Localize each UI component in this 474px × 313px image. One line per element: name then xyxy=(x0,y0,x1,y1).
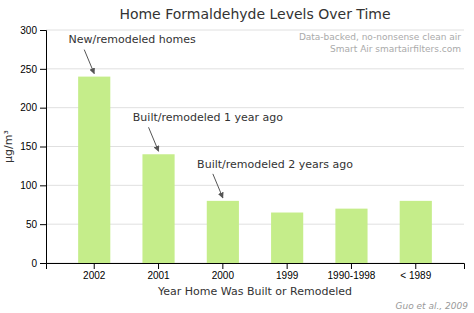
chart: 0 50 100 150 200 250 300 2002 2001 2000 1999 1990-1… xyxy=(0,0,474,313)
x-tick-label: 2002 xyxy=(83,270,106,281)
x-tick-mark xyxy=(287,263,288,269)
annotation: New/remodeled homes xyxy=(69,33,196,46)
y-tick: 150 xyxy=(20,141,46,152)
bar xyxy=(207,201,239,263)
plot: 0 50 100 150 200 250 300 2002 2001 2000 1999 1990-1… xyxy=(20,25,464,281)
x-tick-mark xyxy=(158,263,159,269)
y-tick-mark xyxy=(40,69,46,70)
x-tick-label: < 1989 xyxy=(400,270,431,281)
annotation-arrow xyxy=(213,174,223,198)
x-tick-mark xyxy=(415,263,416,269)
bar xyxy=(271,213,303,263)
x-tick: 2001 xyxy=(147,263,170,281)
y-axis: 0 50 100 150 200 250 300 xyxy=(20,25,46,269)
annotation-arrow xyxy=(84,50,94,74)
watermark-line: Data-backed, no-nonsense clean air xyxy=(299,32,461,42)
y-tick-label: 300 xyxy=(20,25,37,36)
x-tick: 2000 xyxy=(212,263,235,281)
y-tick-mark xyxy=(40,185,46,186)
x-tick: 2002 xyxy=(83,263,106,281)
y-tick-label: 100 xyxy=(20,180,37,191)
bar xyxy=(400,201,432,263)
x-tick: < 1989 xyxy=(400,263,431,281)
x-tick-mark xyxy=(222,263,223,269)
y-tick: 50 xyxy=(26,219,46,230)
y-tick-label: 0 xyxy=(31,258,37,269)
x-tick-label: 1990-1998 xyxy=(328,270,376,281)
watermark-line: Smart Air smartairfilters.com xyxy=(330,44,461,54)
title: Home Formaldehyde Levels Over Time xyxy=(119,6,390,22)
y-tick: 200 xyxy=(20,102,46,113)
annotation: Built/remodeled 2 years ago xyxy=(197,158,353,171)
y-tick-mark xyxy=(40,263,46,264)
x-tick-mark xyxy=(351,263,352,269)
x-tick: 1999 xyxy=(276,263,299,281)
x-tick-mark xyxy=(94,263,95,269)
y-tick-mark xyxy=(40,108,46,109)
y-tick-mark xyxy=(40,224,46,225)
y-axis-title: μg/m³ xyxy=(2,130,15,163)
y-tick-label: 50 xyxy=(26,219,38,230)
x-axis: 2002 2001 2000 1999 1990-1998 < 1989 xyxy=(47,263,465,281)
grid-line xyxy=(46,68,464,69)
source: Guo et al., 2009 xyxy=(396,301,469,311)
x-tick: 1990-1998 xyxy=(328,263,376,281)
bar xyxy=(335,209,367,263)
y-tick-label: 200 xyxy=(20,102,37,113)
x-tick-label: 2000 xyxy=(212,270,235,281)
grid xyxy=(46,30,464,263)
y-tick-mark xyxy=(40,30,46,31)
y-tick: 100 xyxy=(20,180,46,191)
bar xyxy=(78,77,110,263)
annotation: Built/remodeled 1 year ago xyxy=(133,111,283,124)
x-axis-title: Year Home Was Built or Remodeled xyxy=(157,285,352,298)
x-tick-label: 2001 xyxy=(147,270,170,281)
x-axis-line xyxy=(47,264,465,270)
y-tick: 300 xyxy=(20,25,46,36)
bar xyxy=(142,154,174,263)
x-tick-label: 1999 xyxy=(276,270,299,281)
y-axis-line xyxy=(40,31,47,264)
grid-line xyxy=(46,30,464,31)
y-tick-label: 250 xyxy=(20,64,37,75)
y-tick-mark xyxy=(40,147,46,148)
y-tick-label: 150 xyxy=(20,141,37,152)
annotation-arrow xyxy=(149,127,159,151)
bars xyxy=(78,77,432,263)
annotations: New/remodeled homes Built/remodeled 1 yea… xyxy=(69,33,354,197)
y-tick: 250 xyxy=(20,64,46,75)
watermark: Data-backed, no-nonsense clean air Smart … xyxy=(299,32,461,54)
y-tick: 0 xyxy=(31,258,46,269)
